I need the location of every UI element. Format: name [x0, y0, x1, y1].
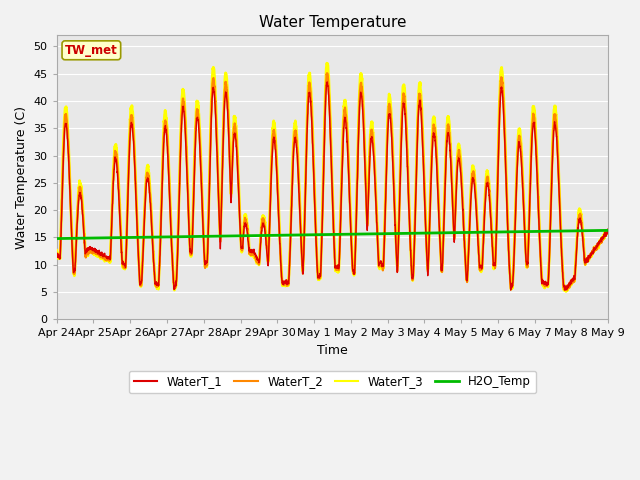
WaterT_2: [288, 186, 296, 192]
Y-axis label: Water Temperature (C): Water Temperature (C): [15, 106, 28, 249]
WaterT_1: [534, 199, 542, 204]
WaterT_3: [594, 243, 602, 249]
Title: Water Temperature: Water Temperature: [259, 15, 406, 30]
WaterT_1: [594, 243, 602, 249]
WaterT_2: [264, 260, 272, 265]
H2O_Temp: [264, 232, 272, 238]
WaterT_2: [563, 288, 571, 293]
WaterT_2: [148, 234, 156, 240]
H2O_Temp: [53, 236, 61, 241]
WaterT_1: [288, 192, 296, 198]
WaterT_1: [116, 211, 124, 216]
Line: WaterT_2: WaterT_2: [57, 73, 608, 290]
WaterT_3: [116, 202, 124, 208]
Line: H2O_Temp: H2O_Temp: [57, 230, 608, 239]
WaterT_3: [604, 228, 612, 234]
WaterT_3: [53, 247, 61, 253]
Line: WaterT_3: WaterT_3: [57, 63, 608, 291]
H2O_Temp: [148, 234, 156, 240]
Legend: WaterT_1, WaterT_2, WaterT_3, H2O_Temp: WaterT_1, WaterT_2, WaterT_3, H2O_Temp: [129, 371, 536, 393]
X-axis label: Time: Time: [317, 344, 348, 357]
WaterT_3: [148, 229, 156, 235]
WaterT_1: [323, 79, 331, 85]
WaterT_1: [53, 251, 61, 256]
H2O_Temp: [593, 228, 601, 233]
H2O_Temp: [116, 235, 124, 240]
WaterT_2: [116, 205, 124, 211]
WaterT_1: [148, 235, 156, 241]
WaterT_3: [534, 188, 542, 193]
H2O_Temp: [534, 228, 541, 234]
Text: TW_met: TW_met: [65, 44, 118, 57]
WaterT_1: [604, 226, 612, 232]
WaterT_2: [534, 193, 542, 199]
WaterT_1: [264, 263, 272, 269]
WaterT_2: [53, 250, 61, 256]
Line: WaterT_1: WaterT_1: [57, 82, 608, 290]
WaterT_2: [323, 70, 331, 76]
WaterT_3: [323, 60, 331, 66]
WaterT_3: [264, 259, 272, 264]
WaterT_2: [594, 241, 602, 247]
WaterT_2: [604, 227, 612, 233]
WaterT_1: [561, 288, 569, 293]
WaterT_3: [288, 181, 296, 187]
WaterT_3: [562, 288, 570, 294]
H2O_Temp: [288, 232, 296, 238]
H2O_Temp: [604, 228, 612, 233]
